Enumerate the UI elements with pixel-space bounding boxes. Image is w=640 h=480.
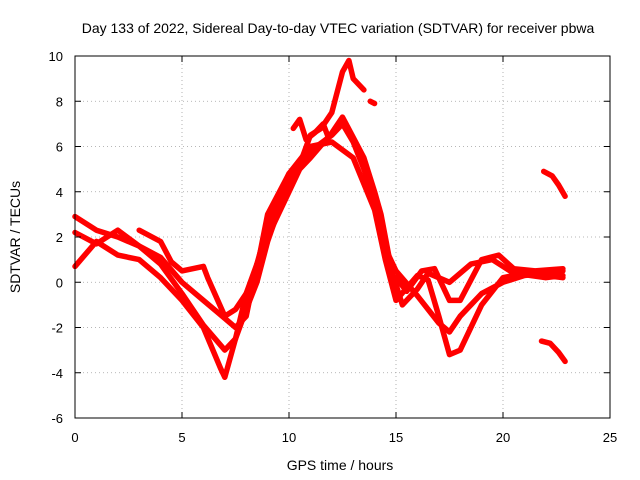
y-tick-label: 8 <box>56 94 63 109</box>
chart-title: Day 133 of 2022, Sidereal Day-to-day VTE… <box>82 20 595 36</box>
series-arc-4 <box>136 57 367 319</box>
series-arc-6 <box>367 98 378 107</box>
x-axis-ticks: 0 5 10 15 20 25 <box>71 56 617 445</box>
series-arc-7 <box>393 252 566 304</box>
y-tick-label: 2 <box>56 230 63 245</box>
y-tick-label: 10 <box>49 49 63 64</box>
y-tick-label: -2 <box>51 321 63 336</box>
series-arc-5 <box>290 116 331 143</box>
y-tick-label: -4 <box>51 366 63 381</box>
y-axis-label: SDTVAR / TECUs <box>7 181 23 293</box>
y-tick-label: -6 <box>51 411 63 426</box>
x-tick-label: 20 <box>496 430 510 445</box>
x-tick-label: 0 <box>71 430 78 445</box>
x-tick-label: 15 <box>389 430 403 445</box>
data-series <box>72 57 568 381</box>
series-arc-8 <box>540 168 568 200</box>
y-tick-label: 6 <box>56 140 63 155</box>
grid-lines <box>75 56 610 418</box>
x-tick-label: 25 <box>603 430 617 445</box>
x-axis-label: GPS time / hours <box>287 457 394 473</box>
series-arc-3 <box>72 114 566 331</box>
y-tick-label: 4 <box>56 185 63 200</box>
y-tick-label: 0 <box>56 275 63 290</box>
x-tick-label: 10 <box>282 430 296 445</box>
y-axis-ticks: -6 -4 -2 0 2 4 6 8 10 <box>49 49 610 426</box>
x-tick-label: 5 <box>178 430 185 445</box>
series-arc-9 <box>538 338 568 365</box>
